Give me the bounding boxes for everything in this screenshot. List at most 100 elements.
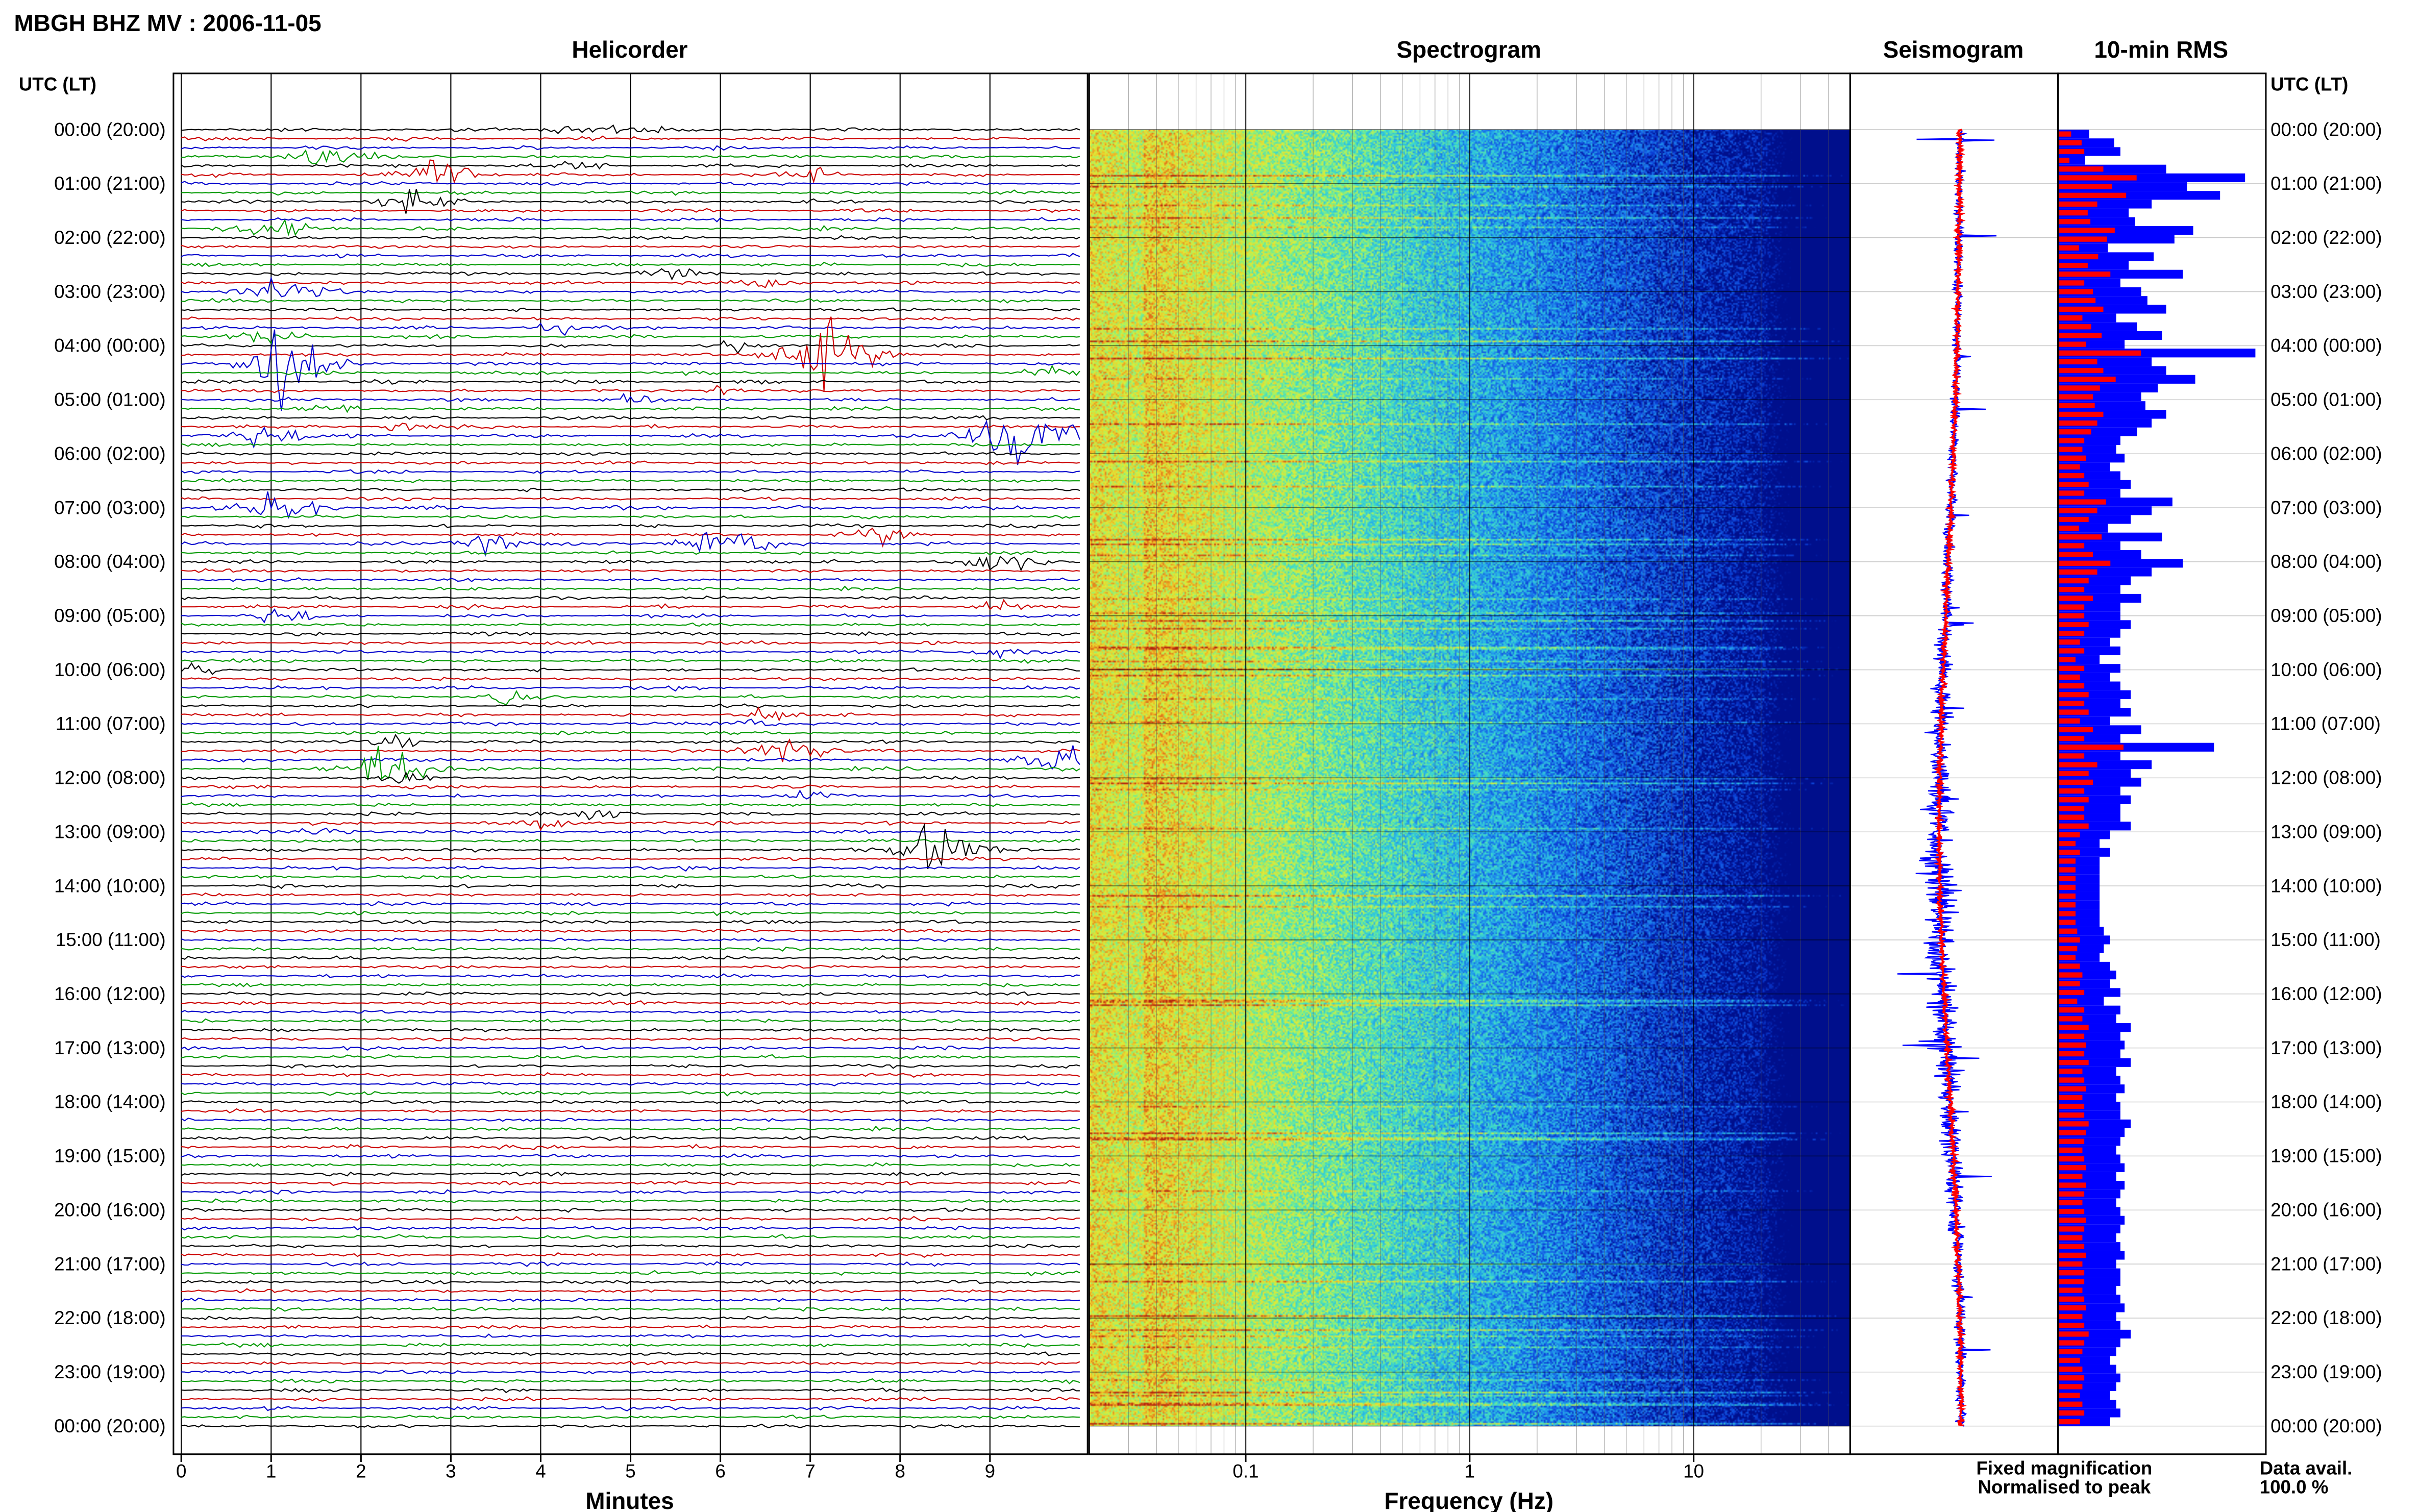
helicorder-trace-line bbox=[181, 1036, 1080, 1042]
time-axis-label-left: UTC (LT) bbox=[19, 74, 96, 95]
rms-bar-normalised bbox=[2058, 333, 2102, 338]
helicorder-trace-line bbox=[181, 823, 1080, 870]
helicorder-trace-line bbox=[181, 1316, 1080, 1321]
helicorder-trace-line bbox=[181, 973, 1080, 979]
rms-bar-normalised bbox=[2058, 324, 2091, 330]
hour-label-left: 07:00 (03:00) bbox=[54, 497, 165, 518]
rms-bar-normalised bbox=[2058, 525, 2079, 531]
helicorder-trace-line bbox=[181, 1000, 1080, 1006]
helicorder-trace-line bbox=[181, 1234, 1080, 1240]
rms-bar-normalised bbox=[2058, 1016, 2083, 1022]
rms-bar-normalised bbox=[2058, 219, 2091, 225]
helicorder-tick-label: 6 bbox=[715, 1461, 725, 1482]
helicorder-trace-line bbox=[181, 1252, 1080, 1258]
helicorder-tick-label: 3 bbox=[446, 1461, 456, 1482]
hour-label-right: 15:00 (11:00) bbox=[2270, 929, 2381, 950]
hour-label-right: 07:00 (03:00) bbox=[2270, 497, 2382, 518]
rms-bar-normalised bbox=[2058, 140, 2082, 145]
helicorder-traces bbox=[181, 124, 1080, 1429]
rms-bar-normalised bbox=[2058, 201, 2097, 207]
helicorder-trace-line bbox=[181, 1144, 1080, 1151]
rms-bar-normalised bbox=[2058, 1147, 2083, 1153]
helicorder-trace-line bbox=[181, 595, 1080, 601]
helicorder-trace-line bbox=[181, 1288, 1080, 1294]
helicorder-trace-line bbox=[181, 1405, 1080, 1411]
helicorder-trace-line bbox=[181, 442, 1080, 448]
rms-bar-normalised bbox=[2058, 622, 2089, 628]
rms-bar-normalised bbox=[2058, 840, 2076, 847]
helicorder-trace-line bbox=[181, 1415, 1080, 1420]
helicorder-trace-line bbox=[181, 827, 1080, 835]
spectrogram-tick-label: 1 bbox=[1465, 1461, 1475, 1482]
rms-bar-normalised bbox=[2058, 981, 2080, 986]
hour-label-right: 14:00 (10:00) bbox=[2270, 875, 2382, 896]
rms-bar-normalised bbox=[2058, 1244, 2085, 1249]
rms-bar-normalised bbox=[2058, 989, 2085, 996]
time-axis-label-right: UTC (LT) bbox=[2270, 74, 2348, 95]
hour-label-right: 00:00 (20:00) bbox=[2270, 119, 2382, 140]
rms-bar-normalised bbox=[2058, 1401, 2083, 1407]
spectrogram-x-ticks: 0.1 1 10 bbox=[1232, 1454, 1704, 1482]
hour-label-right: 22:00 (18:00) bbox=[2270, 1307, 2382, 1328]
rms-bar-normalised bbox=[2058, 245, 2079, 251]
helicorder-x-ticks: 0 1 2 3 4 5 6 7 8 9 bbox=[176, 1454, 995, 1482]
helicorder-trace-line bbox=[181, 982, 1080, 988]
spectrogram-panel: 0.1 1 10 bbox=[1088, 72, 1851, 1482]
hour-label-left: 10:00 (06:00) bbox=[54, 659, 165, 680]
helicorder-panel: 0 1 2 3 4 5 6 7 8 9 bbox=[172, 72, 1089, 1482]
hour-label-left: 02:00 (22:00) bbox=[54, 227, 165, 248]
helicorder-trace-line bbox=[181, 124, 1080, 134]
helicorder-tick-label: 0 bbox=[176, 1461, 186, 1482]
helicorder-trace-line bbox=[181, 1153, 1080, 1159]
rms-bar-normalised bbox=[2058, 823, 2089, 829]
hour-label-right: 17:00 (13:00) bbox=[2270, 1037, 2382, 1058]
rms-bar-normalised bbox=[2058, 394, 2093, 400]
rms-bar-normalised bbox=[2058, 289, 2093, 294]
helicorder-trace-line bbox=[181, 856, 1080, 861]
helicorder-trace-line bbox=[181, 964, 1080, 970]
spectrogram-gridlines bbox=[1089, 73, 1850, 1454]
rms-bar-normalised bbox=[2058, 534, 2102, 540]
rms-bar-normalised bbox=[2058, 1182, 2086, 1188]
seismogram-title: Seismogram bbox=[1883, 36, 2024, 63]
helicorder-trace-line bbox=[181, 1333, 1080, 1339]
hour-label-right: 11:00 (07:00) bbox=[2270, 713, 2381, 734]
rms-bar-normalised bbox=[2058, 1252, 2086, 1258]
helicorder-trace-line bbox=[181, 893, 1080, 897]
helicorder-trace-line bbox=[181, 730, 1080, 735]
helicorder-trace-line bbox=[181, 585, 1080, 591]
helicorder-trace-line bbox=[181, 706, 1080, 722]
plot-title: MBGH BHZ MV : 2006-11-05 bbox=[14, 10, 322, 36]
rms-bar-normalised bbox=[2058, 411, 2104, 417]
helicorder-trace-line bbox=[181, 1063, 1080, 1069]
helicorder-trace-line bbox=[181, 608, 1080, 624]
rms-bar-normalised bbox=[2058, 1323, 2085, 1328]
legend-fixed-magnification: Fixed magnification bbox=[1976, 1458, 2152, 1479]
hour-label-left: 13:00 (09:00) bbox=[54, 821, 165, 842]
hour-label-right: 13:00 (09:00) bbox=[2270, 821, 2382, 842]
helicorder-trace-line bbox=[181, 947, 1080, 952]
rms-bar-normalised bbox=[2058, 1218, 2086, 1223]
rms-bar-normalised bbox=[2058, 727, 2093, 733]
helicorder-trace-line bbox=[181, 423, 1080, 432]
rms-bar-normalised bbox=[2058, 858, 2076, 864]
rms-bar-normalised bbox=[2058, 1130, 2086, 1135]
helicorder-trace-line bbox=[181, 189, 1080, 214]
rms-bar-normalised bbox=[2058, 1261, 2083, 1267]
rms-bar-normalised bbox=[2058, 350, 2141, 356]
helicorder-trace-line bbox=[181, 838, 1080, 844]
rms-bar-normalised bbox=[2058, 236, 2107, 242]
helicorder-trace-line bbox=[181, 181, 1080, 186]
rms-bar-normalised bbox=[2058, 806, 2085, 811]
hour-label-left: 17:00 (13:00) bbox=[54, 1037, 165, 1058]
helicorder-trace-line bbox=[181, 1125, 1080, 1132]
rms-bar-normalised bbox=[2058, 499, 2106, 505]
helicorder-trace-line bbox=[181, 677, 1080, 682]
helicorder-trace-line bbox=[181, 1306, 1080, 1312]
spectrogram-tick-label: 0.1 bbox=[1232, 1461, 1258, 1482]
hour-label-left: 05:00 (01:00) bbox=[54, 389, 165, 410]
helicorder-trace-line bbox=[181, 550, 1080, 556]
hour-label-right: 08:00 (04:00) bbox=[2270, 551, 2382, 572]
helicorder-tick-label: 7 bbox=[805, 1461, 815, 1482]
hour-label-left: 03:00 (23:00) bbox=[54, 281, 165, 302]
